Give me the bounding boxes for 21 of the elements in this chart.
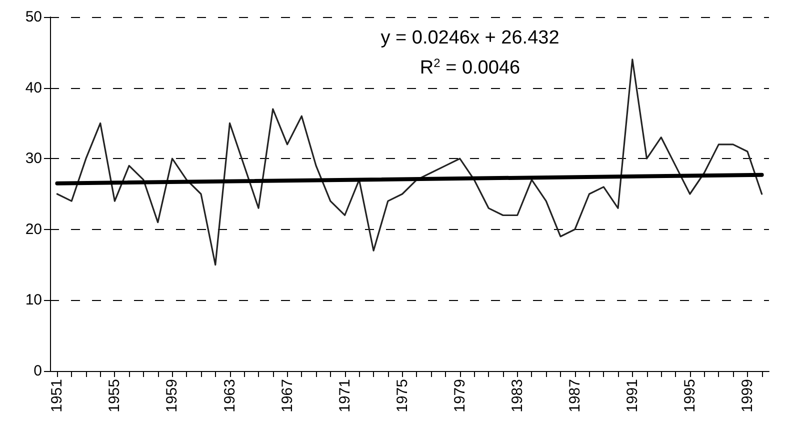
x-tick-label: 1951	[48, 379, 66, 412]
x-tick-label: 1975	[394, 379, 411, 412]
y-tick-label: 10	[25, 292, 42, 309]
line-series	[56, 58, 763, 266]
x-tick-label: 1983	[508, 379, 526, 412]
y-tick-label: 20	[25, 220, 42, 238]
x-tick-label: 1991	[624, 379, 641, 412]
annotation: y = 0.0246x + 26.432	[380, 28, 560, 48]
y-tick-label: 30	[25, 150, 42, 168]
x-tick-label: 1963	[221, 379, 238, 412]
x-tick-label: 1995	[681, 379, 698, 412]
x-tick-label: 1999	[738, 379, 756, 412]
x-tick-label: 1955	[106, 379, 124, 412]
x-tick-label: 1987	[566, 379, 584, 412]
y-tick-label: 40	[25, 79, 42, 96]
x-tick-label: 1979	[451, 379, 468, 412]
x-tick-label: 1959	[164, 379, 181, 412]
x-tick-label: 1967	[278, 379, 296, 412]
y-tick-label: 50	[25, 8, 42, 26]
x-tick-label: 1971	[336, 379, 354, 412]
y-tick-label: 0	[34, 362, 42, 380]
